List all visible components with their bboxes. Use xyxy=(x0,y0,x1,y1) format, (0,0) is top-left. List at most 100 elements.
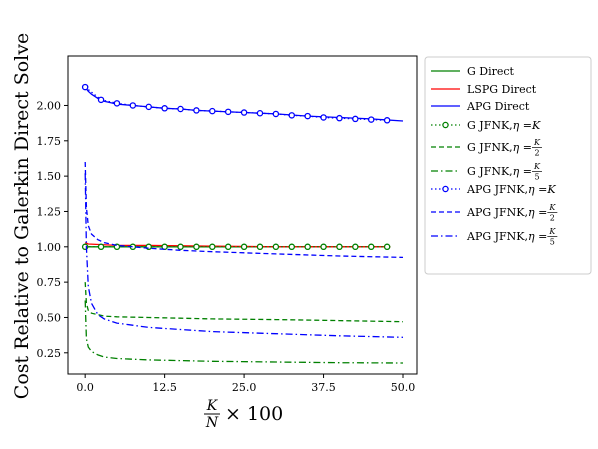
y-tick-label: 1.75 xyxy=(37,135,62,148)
data-point xyxy=(383,117,391,124)
data-point xyxy=(240,243,248,251)
data-point xyxy=(272,110,280,118)
data-point xyxy=(320,114,327,121)
legend-entry: G JFNK, η = K 2 xyxy=(431,138,542,158)
x-label-denominator: N xyxy=(205,415,219,431)
x-tick-label: 37.5 xyxy=(311,381,336,394)
data-point xyxy=(304,112,311,120)
data-point xyxy=(367,243,375,251)
data-point xyxy=(383,243,391,251)
data-point xyxy=(81,83,89,91)
axes-frame xyxy=(67,55,418,375)
legend-eta-denominator: 5 xyxy=(534,173,539,182)
series-line xyxy=(84,300,404,364)
data-point xyxy=(161,105,168,112)
data-point xyxy=(209,107,216,115)
legend-entry: APG JFNK, η = K 5 xyxy=(431,227,558,247)
x-label-suffix: × 100 xyxy=(225,403,283,425)
x-label-numerator: K xyxy=(206,398,219,414)
legend-eta-denominator: 5 xyxy=(550,238,555,247)
legend: G Direct LSPG Direct APG Direct G JFNK, η =… xyxy=(424,56,592,275)
legend-eta: η = xyxy=(513,165,532,178)
x-axis-label: K N × 100 xyxy=(204,398,283,431)
series-line xyxy=(84,282,404,323)
legend-eta: η = xyxy=(513,119,532,132)
legend-eta: η = xyxy=(528,206,547,219)
legend-entry: G Direct xyxy=(431,65,515,78)
y-axis-label: Cost Relative to Galerkin Direct Solve xyxy=(11,33,33,399)
y-tick-label: 2.00 xyxy=(37,99,62,112)
data-point xyxy=(97,96,105,104)
data-point xyxy=(336,243,343,251)
data-point xyxy=(177,105,184,113)
legend-label: APG JFNK, xyxy=(466,183,528,196)
data-point xyxy=(209,243,216,251)
data-point xyxy=(352,243,359,251)
data-point xyxy=(256,243,264,251)
series-6 xyxy=(84,300,404,364)
data-point xyxy=(193,243,200,251)
y-tick-label: 1.25 xyxy=(37,205,62,218)
data-point xyxy=(97,243,105,251)
legend-eta-numerator: K xyxy=(548,203,556,212)
legend-eta-numerator: K xyxy=(548,227,556,236)
legend-eta-denominator: 2 xyxy=(550,214,555,223)
data-point xyxy=(320,243,327,251)
legend-label: APG JFNK, xyxy=(466,230,528,243)
x-axis-ticks: 0.0 12.5 25.0 37.5 50.0 xyxy=(76,374,415,394)
legend-label: G Direct xyxy=(467,65,515,78)
data-point xyxy=(256,109,264,117)
legend-entry: G JFNK, η = K xyxy=(431,119,541,132)
data-point xyxy=(272,243,280,251)
y-tick-label: 0.25 xyxy=(37,347,62,360)
y-axis-ticks: 0.25 0.50 0.75 1.00 1.25 1.50 1.75 2.00 xyxy=(37,99,68,360)
data-point xyxy=(288,112,296,119)
y-tick-label: 1.50 xyxy=(37,170,62,183)
legend-eta-value: K xyxy=(546,183,556,196)
x-tick-label: 50.0 xyxy=(391,381,416,394)
legend-entry: APG JFNK, η = K 2 xyxy=(431,203,558,223)
legend-eta-denominator: 2 xyxy=(534,149,539,158)
data-point xyxy=(352,115,359,123)
series-5 xyxy=(84,282,404,323)
data-point xyxy=(367,116,375,123)
series-line xyxy=(84,173,404,338)
legend-entry: G JFNK, η = K 5 xyxy=(431,162,542,182)
legend-eta-value: K xyxy=(531,119,541,132)
data-point xyxy=(336,114,343,122)
data-point xyxy=(304,243,311,251)
legend-label: APG Direct xyxy=(466,100,530,113)
x-tick-label: 0.0 xyxy=(76,381,94,394)
data-point xyxy=(113,100,121,107)
data-point xyxy=(129,102,137,109)
legend-label: LSPG Direct xyxy=(467,83,537,96)
y-tick-label: 0.75 xyxy=(37,276,62,289)
legend-eta-numerator: K xyxy=(533,138,541,147)
legend-label: G JFNK, xyxy=(467,119,513,132)
legend-label: APG JFNK, xyxy=(466,206,528,219)
series-7 xyxy=(81,83,391,124)
legend-marker xyxy=(442,185,449,193)
x-tick-label: 12.5 xyxy=(152,381,177,394)
legend-eta: η = xyxy=(528,230,547,243)
data-point xyxy=(224,108,232,116)
legend-eta-numerator: K xyxy=(533,162,541,171)
series-9 xyxy=(84,173,404,338)
data-point xyxy=(224,243,232,251)
series-line xyxy=(84,161,404,259)
data-point xyxy=(161,243,168,251)
data-point xyxy=(288,243,296,251)
data-point xyxy=(240,109,248,116)
x-tick-label: 25.0 xyxy=(232,381,257,394)
y-tick-label: 1.00 xyxy=(37,241,62,254)
legend-label: G JFNK, xyxy=(467,141,513,154)
legend-entry: LSPG Direct xyxy=(431,83,537,96)
legend-entry: APG JFNK, η = K xyxy=(431,183,556,196)
legend-box xyxy=(424,56,592,275)
data-point xyxy=(193,107,200,114)
data-point xyxy=(145,103,152,111)
legend-marker xyxy=(442,121,449,129)
plot-marks xyxy=(81,83,404,364)
series-8 xyxy=(84,161,404,259)
